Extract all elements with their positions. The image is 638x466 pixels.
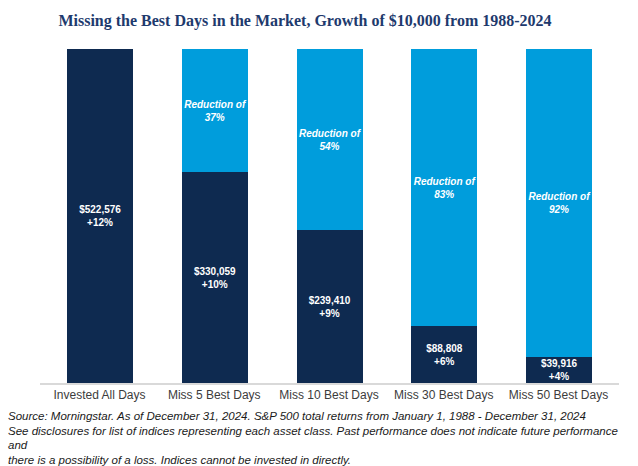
category-label: Invested All Days (47, 388, 152, 402)
reduction-segment: Reduction of 54% (297, 49, 363, 230)
value-label-return: +6% (426, 355, 462, 368)
x-axis-line (40, 383, 619, 385)
category-label: Miss 5 Best Days (162, 388, 267, 402)
source-note-line1: Source: Morningstar. As of December 31, … (8, 409, 636, 424)
value-label-amount: $330,059 (194, 265, 236, 278)
reduction-label-line2: 83% (414, 188, 475, 201)
bar-column: Reduction of 54% $239,410 +9% (297, 49, 363, 383)
bar-column: $522,576 +12% (67, 49, 133, 383)
reduction-label-line2: 54% (299, 140, 360, 153)
value-label-return: +12% (79, 216, 121, 229)
reduction-label: Reduction of 83% (414, 175, 475, 201)
invested-segment: $522,576 +12% (67, 49, 133, 383)
invested-segment: $239,410 +9% (297, 230, 363, 383)
category-label: Miss 10 Best Days (277, 388, 382, 402)
reduction-segment: Reduction of 37% (182, 49, 248, 172)
category-label: Miss 50 Best Days (506, 388, 611, 402)
reduction-label: Reduction of 37% (184, 98, 245, 124)
value-label-amount: $522,576 (79, 203, 121, 216)
value-label-return: +9% (309, 307, 351, 320)
value-label: $88,808 +6% (426, 342, 462, 368)
invested-segment: $330,059 +10% (182, 172, 248, 383)
reduction-label-line1: Reduction of (528, 190, 589, 203)
invested-segment: $39,916 +4% (526, 357, 592, 383)
chart-canvas: Missing the Best Days in the Market, Gro… (0, 0, 638, 466)
value-label-amount: $39,916 (541, 357, 577, 370)
bar-column: Reduction of 92% $39,916 +4% (526, 49, 592, 383)
source-note-line3: there is a possibility of a loss. Indice… (8, 453, 636, 466)
value-label: $330,059 +10% (194, 265, 236, 291)
bar-chart: $522,576 +12% Reduction of 37% $330,059 … (67, 49, 592, 383)
value-label-return: +10% (194, 278, 236, 291)
value-label-amount: $239,410 (309, 294, 351, 307)
reduction-label-line1: Reduction of (184, 98, 245, 111)
reduction-label-line1: Reduction of (414, 175, 475, 188)
value-label-amount: $88,808 (426, 342, 462, 355)
source-note-line2: See disclosures for list of indices repr… (8, 424, 636, 453)
reduction-label: Reduction of 54% (299, 127, 360, 153)
reduction-label-line2: 37% (184, 111, 245, 124)
value-label-return: +4% (541, 370, 577, 383)
value-label: $39,916 +4% (541, 357, 577, 383)
reduction-segment: Reduction of 92% (526, 49, 592, 357)
reduction-label-line1: Reduction of (299, 127, 360, 140)
value-label: $522,576 +12% (79, 203, 121, 229)
category-label: Miss 30 Best Days (391, 388, 496, 402)
bar-column: Reduction of 83% $88,808 +6% (411, 49, 477, 383)
category-axis: Invested All Days Miss 5 Best Days Miss … (47, 388, 611, 402)
bar-column: Reduction of 37% $330,059 +10% (182, 49, 248, 383)
invested-segment: $88,808 +6% (411, 326, 477, 383)
value-label: $239,410 +9% (309, 294, 351, 320)
reduction-segment: Reduction of 83% (411, 49, 477, 326)
reduction-label-line2: 92% (528, 203, 589, 216)
chart-title: Missing the Best Days in the Market, Gro… (0, 10, 610, 31)
source-note: Source: Morningstar. As of December 31, … (8, 409, 636, 466)
reduction-label: Reduction of 92% (528, 190, 589, 216)
